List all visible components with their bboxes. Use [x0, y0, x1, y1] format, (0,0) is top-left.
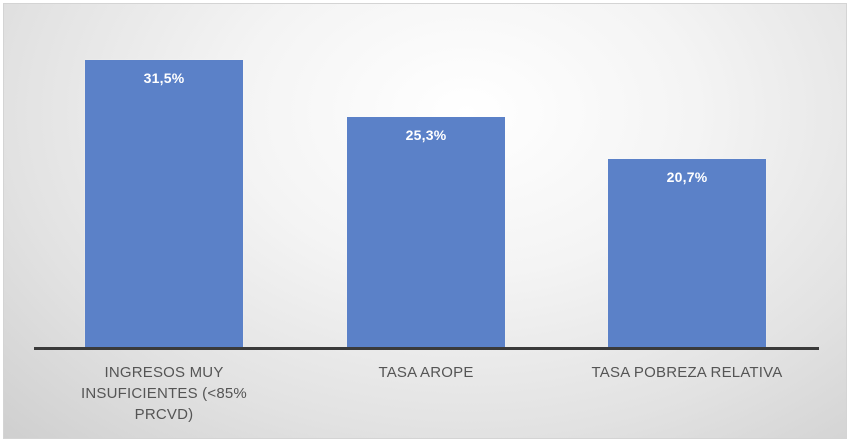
data-label: 31,5% — [143, 70, 185, 86]
data-label: 25,3% — [405, 127, 447, 143]
category-label-line: INGRESOS MUY — [104, 364, 224, 381]
category-label-line: TASA AROPE — [378, 364, 474, 381]
category-label-line: INSUFICIENTES (<85% — [81, 385, 247, 402]
data-label: 20,7% — [666, 169, 708, 185]
category-label-pobreza: TASA POBREZA RELATIVA — [577, 362, 797, 383]
bar-ingresos-muy-insuficientes[interactable]: 31,5% — [85, 60, 243, 347]
category-label-arope: TASA AROPE — [316, 362, 536, 383]
chart-area: 31,5% 25,3% 20,7% INGRESOS MUY INSUFICIE… — [3, 3, 847, 439]
plot-area: 31,5% 25,3% 20,7% INGRESOS MUY INSUFICIE… — [4, 4, 846, 438]
category-label-ingresos: INGRESOS MUY INSUFICIENTES (<85% PRCVD) — [54, 362, 274, 425]
x-axis-line — [34, 347, 819, 350]
category-label-line: PRCVD) — [134, 406, 194, 423]
category-label-line: TASA POBREZA RELATIVA — [591, 364, 783, 381]
bar-tasa-arope[interactable]: 25,3% — [347, 117, 505, 347]
bar-tasa-pobreza-relativa[interactable]: 20,7% — [608, 159, 766, 347]
